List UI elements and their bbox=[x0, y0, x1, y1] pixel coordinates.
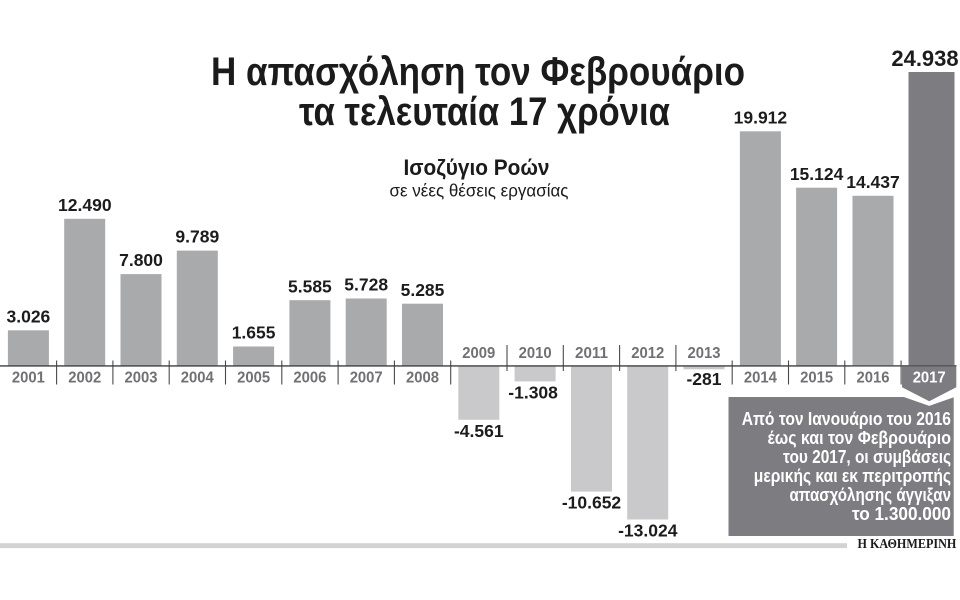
svg-text:3.026: 3.026 bbox=[7, 306, 51, 326]
svg-text:2002: 2002 bbox=[68, 370, 101, 387]
svg-text:τα τελευταία 17 χρόνια: τα τελευταία 17 χρόνια bbox=[299, 90, 670, 134]
svg-text:-10.652: -10.652 bbox=[562, 493, 622, 513]
svg-text:15.124: 15.124 bbox=[790, 164, 844, 184]
svg-text:2017: 2017 bbox=[913, 370, 946, 387]
svg-text:2013: 2013 bbox=[688, 345, 721, 362]
svg-text:9.789: 9.789 bbox=[175, 227, 219, 247]
svg-text:24.938: 24.938 bbox=[891, 46, 958, 71]
svg-text:2009: 2009 bbox=[462, 345, 495, 362]
svg-text:2003: 2003 bbox=[125, 370, 158, 387]
svg-text:5.728: 5.728 bbox=[344, 275, 388, 295]
svg-text:2012: 2012 bbox=[631, 345, 664, 362]
svg-text:12.490: 12.490 bbox=[58, 195, 112, 215]
svg-text:2016: 2016 bbox=[857, 370, 890, 387]
svg-text:5.285: 5.285 bbox=[401, 280, 445, 300]
svg-text:το 1.300.000: το 1.300.000 bbox=[852, 503, 951, 524]
svg-text:14.437: 14.437 bbox=[846, 172, 900, 192]
svg-text:2005: 2005 bbox=[237, 370, 270, 387]
svg-text:σε νέες θέσεις εργασίας: σε νέες θέσεις εργασίας bbox=[390, 181, 569, 201]
svg-text:2008: 2008 bbox=[406, 370, 439, 387]
svg-text:του 2017, οι συμβάσεις: του 2017, οι συμβάσεις bbox=[783, 446, 951, 467]
svg-text:Η ΚΑΘΗΜΕΡΙΝΗ: Η ΚΑΘΗΜΕΡΙΝΗ bbox=[858, 536, 957, 551]
svg-text:Από τον Ιανουάριο του 2016: Από τον Ιανουάριο του 2016 bbox=[742, 408, 951, 429]
svg-text:-4.561: -4.561 bbox=[454, 421, 504, 441]
svg-text:2010: 2010 bbox=[519, 345, 552, 362]
svg-text:2015: 2015 bbox=[800, 370, 833, 387]
svg-text:Ισοζύγιο Ροών: Ισοζύγιο Ροών bbox=[404, 155, 550, 180]
svg-text:5.585: 5.585 bbox=[288, 276, 332, 296]
svg-text:-13.024: -13.024 bbox=[618, 521, 678, 541]
svg-text:2001: 2001 bbox=[12, 370, 45, 387]
svg-text:2004: 2004 bbox=[181, 370, 214, 387]
svg-text:μερικής και εκ περιτροπής: μερικής και εκ περιτροπής bbox=[754, 465, 951, 486]
svg-text:2011: 2011 bbox=[575, 345, 608, 362]
svg-text:2014: 2014 bbox=[744, 370, 777, 387]
svg-text:1.655: 1.655 bbox=[232, 323, 276, 343]
svg-text:-1.308: -1.308 bbox=[508, 382, 558, 402]
svg-text:19.912: 19.912 bbox=[734, 107, 788, 127]
svg-text:2006: 2006 bbox=[293, 370, 326, 387]
svg-text:-281: -281 bbox=[686, 369, 721, 389]
svg-text:2007: 2007 bbox=[350, 370, 383, 387]
svg-text:7.800: 7.800 bbox=[119, 250, 163, 270]
svg-text:απασχόλησης άγγιξαν: απασχόλησης άγγιξαν bbox=[790, 484, 952, 506]
svg-text:έως και τον Φεβρουάριο: έως και τον Φεβρουάριο bbox=[768, 427, 952, 448]
svg-text:Η απασχόληση τον Φεβρουάριο: Η απασχόληση τον Φεβρουάριο bbox=[211, 50, 745, 94]
